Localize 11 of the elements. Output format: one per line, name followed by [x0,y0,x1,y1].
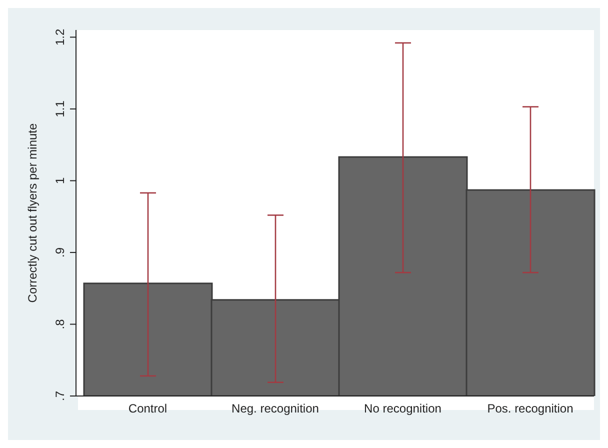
x-tick-label: No recognition [364,402,442,416]
y-tick-label: 1 [53,177,67,184]
x-tick-label: Pos. recognition [487,402,574,416]
x-tick-label: Neg. recognition [232,402,319,416]
x-tick-label: Control [128,402,168,416]
y-axis-title: Correctly cut out flyers per minute [25,122,40,303]
y-tick-label: 1.1 [53,100,67,118]
y-tick-label: 1.2 [53,28,67,46]
y-tick-label: .8 [53,318,67,330]
y-tick-label: .7 [53,390,67,402]
y-tick-label: .9 [53,247,67,258]
